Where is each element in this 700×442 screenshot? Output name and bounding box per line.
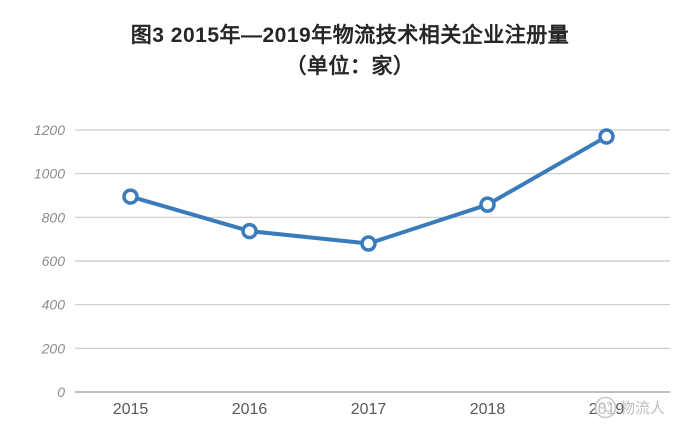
- logo-circle-icon: [594, 396, 617, 419]
- x-axis-label: 2017: [351, 401, 387, 418]
- chart-title: 图3 2015年—2019年物流技术相关企业注册量 （单位：家）: [0, 20, 700, 82]
- data-series-line: [128, 134, 609, 246]
- x-axis-label: 2015: [113, 401, 149, 418]
- watermark: 物流人: [594, 396, 665, 419]
- y-axis-tick-label: 600: [42, 253, 66, 269]
- x-axis-label: 2018: [470, 401, 506, 418]
- data-point-2016: [241, 222, 258, 240]
- data-point-2018: [479, 196, 496, 213]
- y-axis-tick-label: 1000: [34, 166, 65, 182]
- data-point-2019: [598, 128, 615, 145]
- y-axis-tick-label: 200: [41, 340, 66, 356]
- y-axis-tick-label: 1200: [34, 122, 65, 138]
- data-point-2017: [360, 235, 377, 252]
- chart-title-line1: 图3 2015年—2019年物流技术相关企业注册量: [130, 24, 570, 47]
- x-axis-label: 2016: [232, 401, 268, 418]
- y-axis-tick-label: 400: [42, 297, 66, 313]
- watermark-label: 物流人: [620, 400, 666, 417]
- data-point-2015: [122, 188, 139, 205]
- chart-title-line2: （单位：家）: [285, 55, 415, 78]
- y-axis-tick-label: 0: [57, 384, 65, 400]
- y-axis-tick-label: 800: [42, 209, 66, 225]
